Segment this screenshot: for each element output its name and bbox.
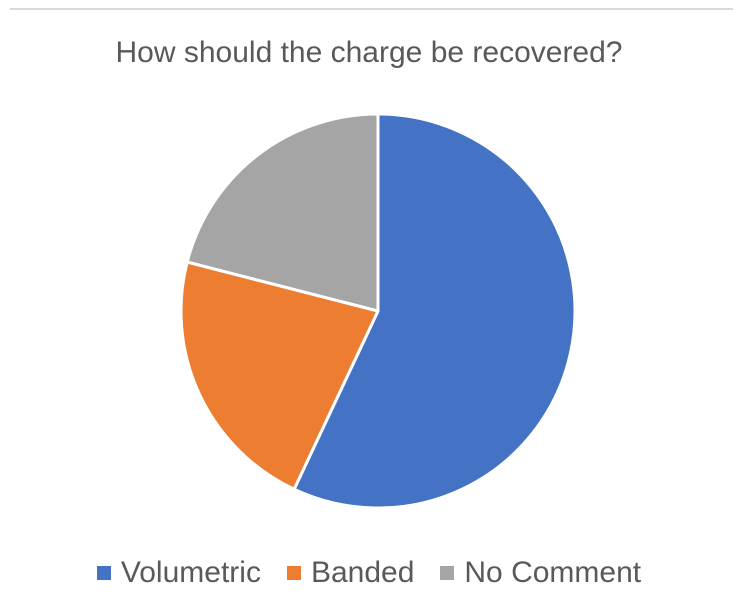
legend-label-banded: Banded: [310, 556, 415, 589]
legend-item-no-comment: No Comment: [440, 556, 641, 590]
legend-swatch-banded: [286, 566, 301, 580]
legend-label-volumetric: Volumetric: [120, 556, 261, 589]
legend-item-banded: Banded: [286, 556, 415, 590]
legend-label-no-comment: No Comment: [464, 556, 642, 589]
pie-slice-volumetric: [292, 112, 577, 510]
pie-slice-no-comment: [185, 112, 380, 313]
legend-item-volumetric: Volumetric: [96, 556, 261, 590]
pie-slices: [179, 112, 577, 510]
chart-title: How should the charge be recovered?: [115, 36, 623, 69]
pie-slice-banded: [179, 260, 380, 491]
legend: Volumetric Banded No Comment: [0, 548, 738, 598]
legend-swatch-no-comment: [440, 566, 455, 580]
legend-swatch-volumetric: [96, 566, 111, 580]
top-divider: [10, 8, 733, 10]
